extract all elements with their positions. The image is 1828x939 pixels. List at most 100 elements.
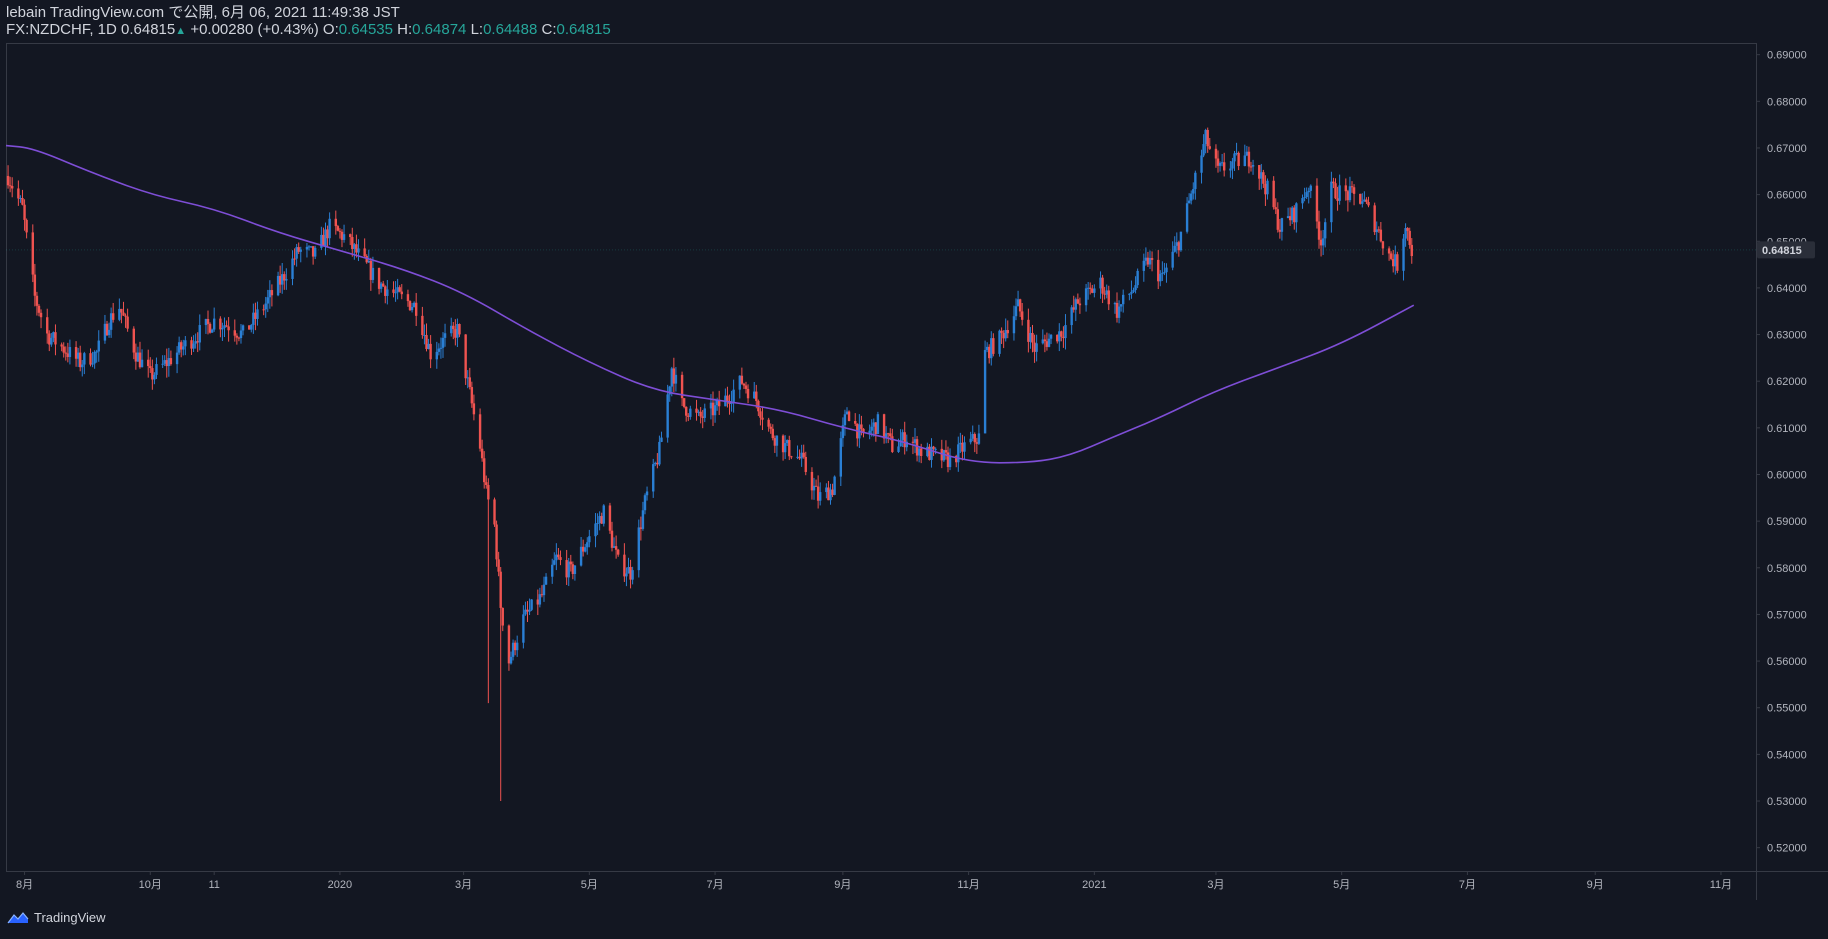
candle-body [814,485,818,487]
candle-body [1222,162,1226,171]
candle-body [901,432,904,440]
candle-body [1031,332,1034,343]
candle-body [37,305,41,313]
candle-body [192,343,195,349]
candle-body [963,442,966,452]
candle-body [685,406,688,416]
candle-body [1091,288,1094,293]
candle-body [767,419,770,427]
candle-body [934,448,937,450]
candle-body [631,570,634,580]
candle-body [1404,228,1407,239]
candle-body [169,358,173,365]
candle-body [334,218,337,227]
candle-body [703,408,706,418]
candle-body [726,395,729,401]
symbol-label: FX:NZDCHF, 1D [6,21,117,38]
candle-body [695,408,698,413]
candle-body [637,527,641,571]
candle-body [355,244,358,253]
candle-body [905,441,908,448]
candle-body [1132,290,1135,292]
candle-body [1101,277,1104,294]
candle-body [439,347,443,349]
candle-body [194,341,197,344]
candle-body [408,301,412,311]
moving-average-line [5,144,1415,464]
candle-body [600,516,603,524]
candle-body [973,434,976,443]
candle-body [212,318,216,330]
candle-body [367,260,370,263]
candle-body [1305,192,1308,198]
publish-line: lebain TradingView.com で公開, 6月 06, 2021 … [6,4,400,21]
candle-body [204,318,208,326]
candle-body [1237,152,1240,167]
candle-body [1286,216,1290,219]
candle-body [111,313,115,320]
price-tick-label: 0.60000 [1767,469,1807,481]
candle-body [268,290,272,298]
candle-body [761,417,764,420]
candle-body [1309,185,1312,191]
candle-body [441,337,445,348]
candle-body [930,446,933,460]
candle-body [208,323,212,333]
candle-body [109,313,113,330]
price-change: +0.00280 (+0.43%) [190,21,319,38]
candle-body [1020,311,1024,320]
candle-body [612,546,616,548]
candle-body [206,318,210,324]
candle-body [338,230,342,232]
candle-body [25,219,28,233]
candle-body [812,485,816,491]
candle-body [105,323,109,336]
candle-body [1093,288,1096,293]
candle-body [891,436,894,452]
candle-body [971,434,974,439]
candle-body [990,338,993,359]
candle-body [241,325,245,331]
candle-body [711,402,715,416]
candle-body [897,446,900,452]
candle-body [1350,186,1354,188]
candle-body [1361,201,1364,204]
candle-body [522,614,525,643]
candle-body [1128,293,1131,295]
candle-body [1076,299,1080,304]
candle-body [571,564,575,575]
candle-body [526,609,529,612]
candle-body [887,433,890,435]
candle-body [8,185,12,187]
candle-body [1072,307,1075,310]
candle-body [1043,339,1047,342]
candle-body [410,306,414,311]
candle-body [825,487,828,493]
candle-body [320,234,323,248]
candle-body [1006,329,1009,334]
candle-body [351,237,354,249]
candle-body [827,487,830,501]
candle-body [68,347,72,358]
candle-body [1035,343,1038,352]
candle-body [1235,152,1238,154]
price-tick-label: 0.52000 [1767,843,1807,855]
time-axis: 8月 10月 11 2020 3月 5月 7月 9月 11月 2021 3月 5月 7月 9月 11月 [16,871,1732,891]
candle-body [1359,193,1362,204]
candle-body [1060,331,1063,337]
candle-body [919,448,923,456]
candle-body [377,267,381,289]
candle-body [1352,187,1356,194]
candle-body [584,547,587,552]
candle-body [499,571,502,608]
price-tick-label: 0.58000 [1767,563,1807,575]
price-tick-label: 0.62000 [1767,376,1807,388]
candle-body [623,554,626,577]
candle-body [1262,172,1265,184]
candle-body [1121,294,1125,305]
candle-body [882,414,886,439]
footer[interactable]: TradingView [6,910,106,925]
candle-body [1148,258,1152,265]
candle-body [79,352,82,368]
